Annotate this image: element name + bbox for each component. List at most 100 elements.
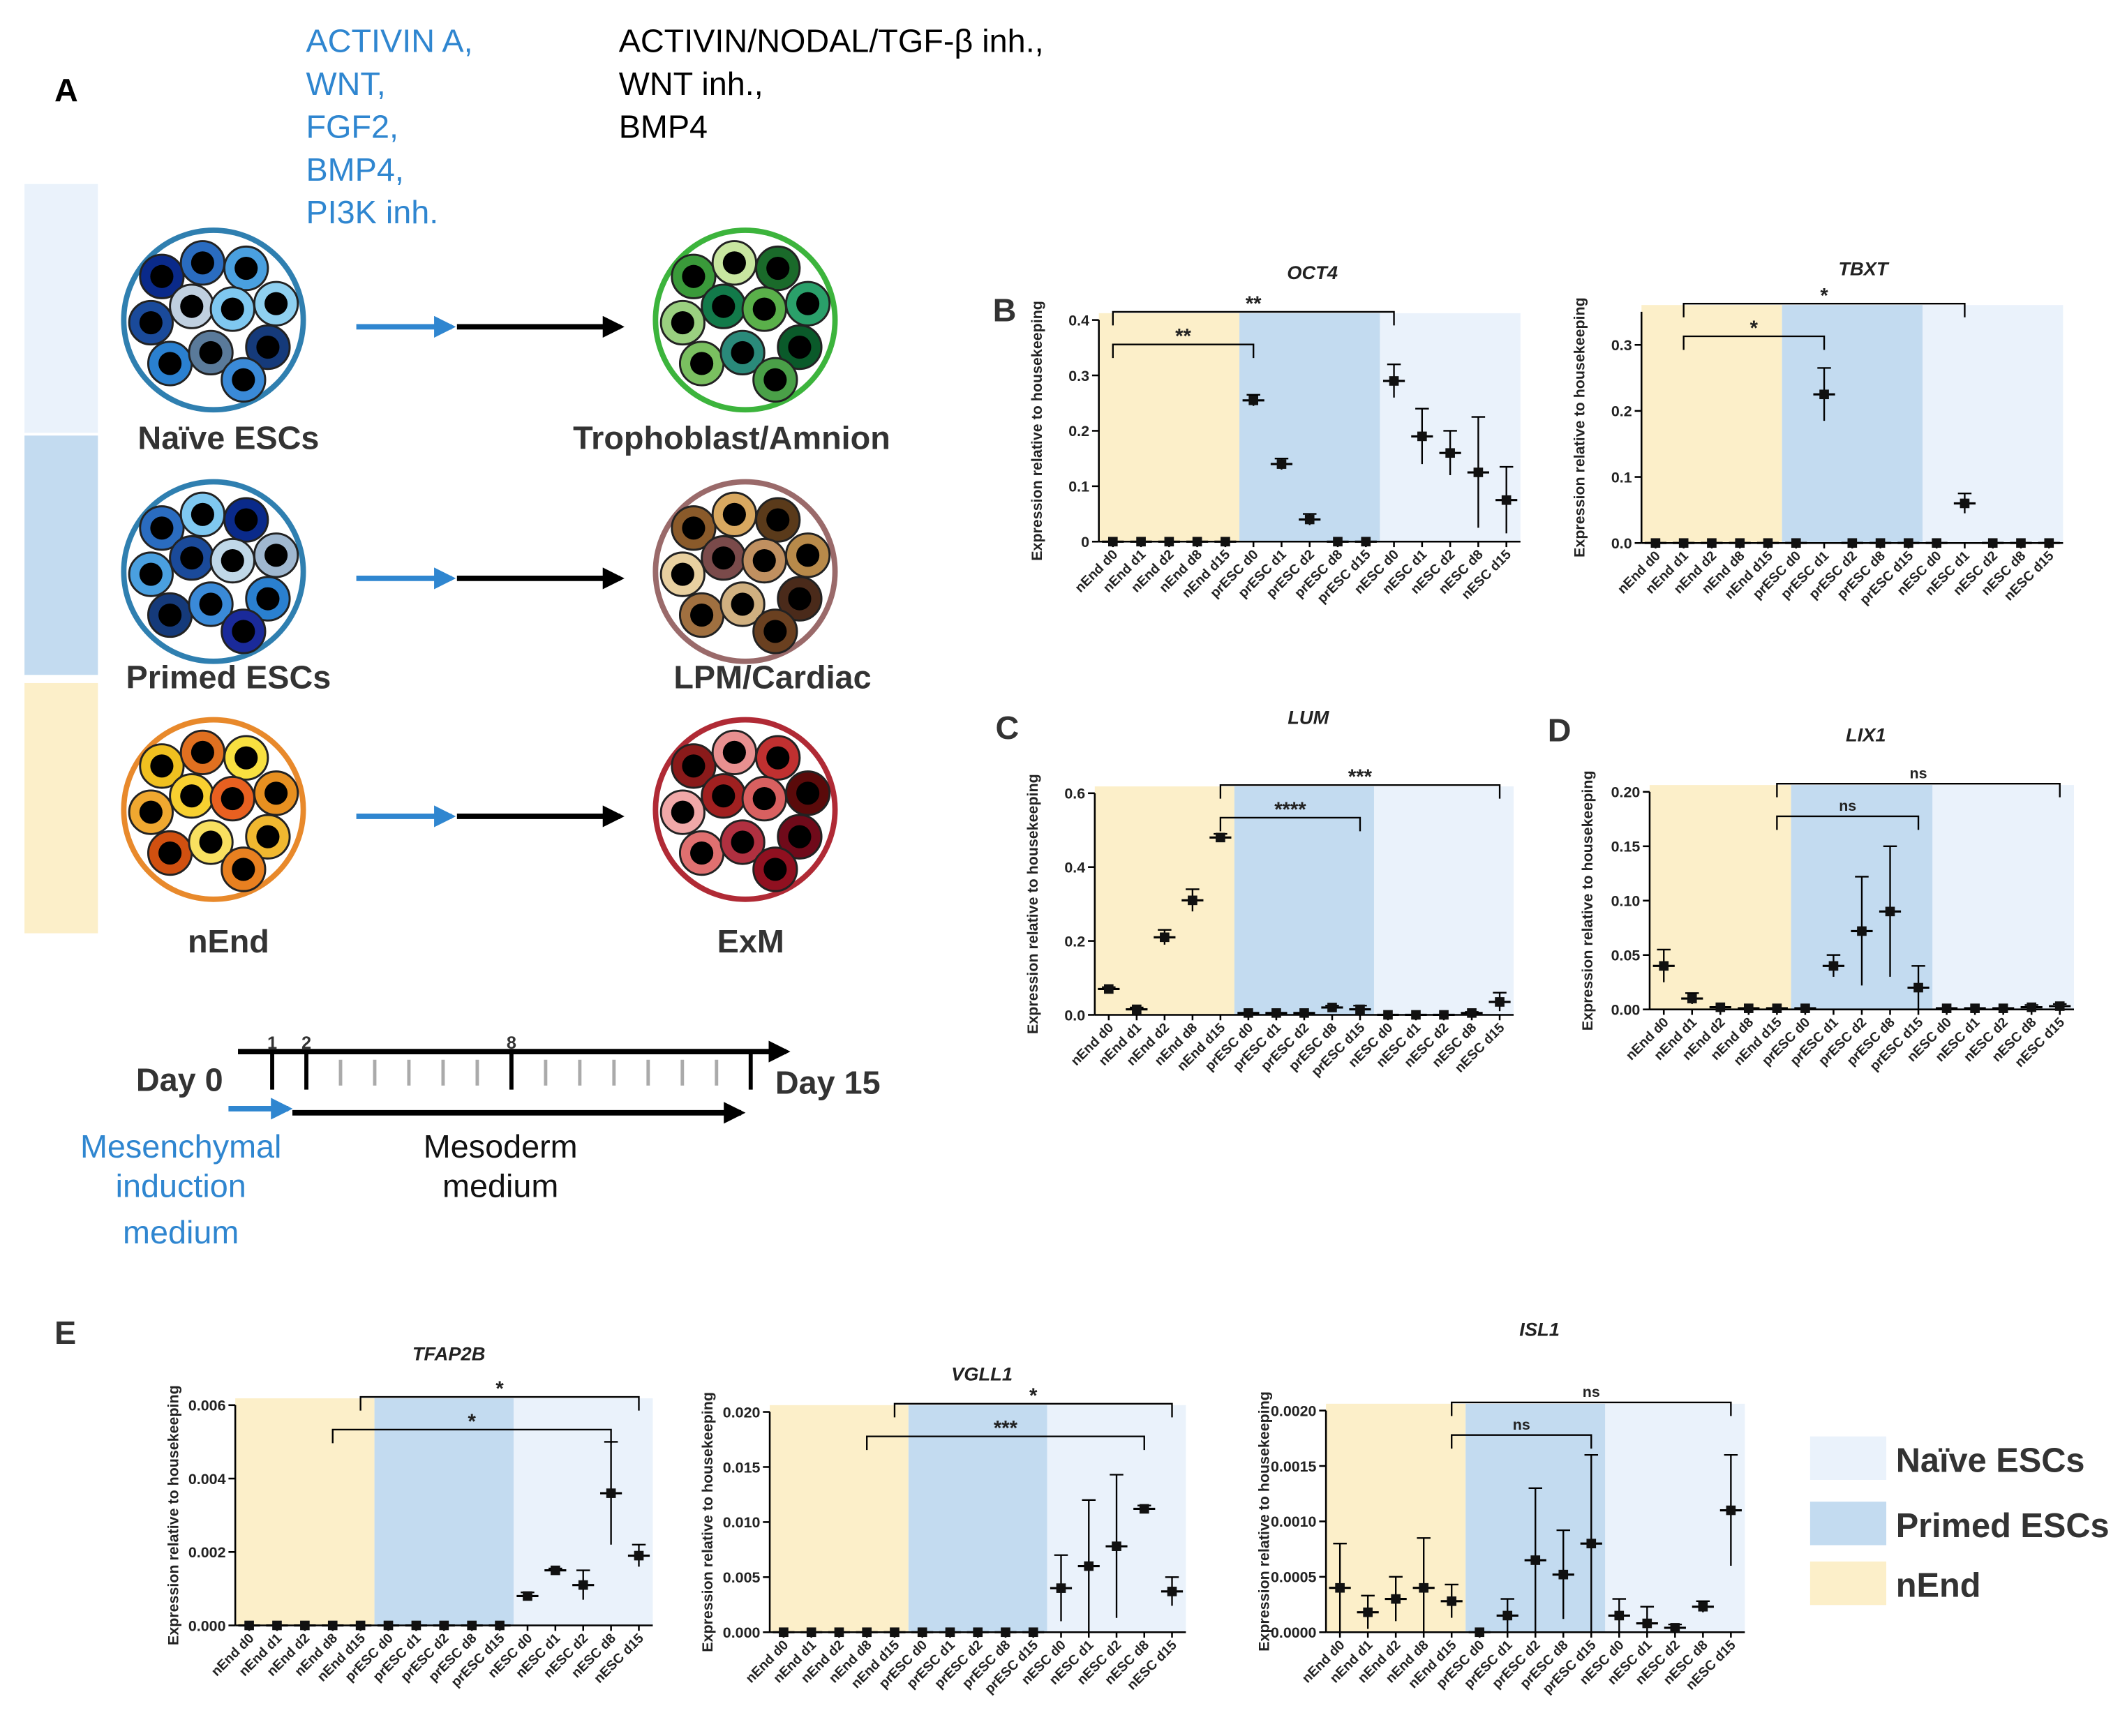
end-label: LPM/Cardiac: [673, 659, 871, 696]
data-point: [1001, 1627, 1010, 1638]
nucleus: [199, 592, 223, 616]
y-tick-label: 0.3: [1068, 368, 1089, 384]
data-point: [1327, 1003, 1337, 1012]
data-point: [917, 1627, 927, 1638]
data-point: [1299, 1008, 1309, 1018]
significance-bracket: [893, 1402, 1173, 1418]
data-point: [1501, 495, 1512, 505]
data-point: [1847, 538, 1858, 548]
nucleus: [763, 620, 787, 643]
significance-label: **: [1175, 326, 1191, 348]
data-point: [1132, 1004, 1142, 1015]
y-tick-label: 0.1: [1611, 469, 1632, 486]
treatment-text: FGF2,: [306, 108, 398, 144]
nucleus: [788, 336, 812, 359]
nucleus: [671, 800, 694, 824]
nucleus: [180, 294, 204, 318]
data-point: [272, 1620, 282, 1631]
data-point: [244, 1620, 254, 1631]
significance-label: ****: [1274, 799, 1306, 821]
nucleus: [158, 603, 182, 627]
nucleus: [199, 341, 223, 364]
data-point: [890, 1627, 900, 1638]
data-point: [1411, 1010, 1421, 1020]
data-point: [1355, 1004, 1365, 1015]
significance-bracket: [1682, 303, 1966, 317]
data-point: [1445, 448, 1455, 458]
y-tick-label: 0.020: [723, 1404, 761, 1421]
data-point: [1276, 459, 1287, 469]
nucleus: [766, 508, 790, 532]
nucleus: [766, 746, 790, 770]
nucleus: [731, 830, 754, 854]
significance-label: *: [1750, 317, 1759, 340]
data-point: [1439, 1010, 1449, 1020]
significance-bracket: [1219, 816, 1361, 832]
data-point: [1188, 895, 1197, 906]
nucleus: [158, 352, 182, 375]
legend-label: Primed ESCs: [1896, 1507, 2110, 1545]
data-point: [1104, 984, 1114, 994]
significance-label: ***: [1348, 766, 1373, 788]
nucleus: [763, 368, 787, 391]
data-point: [1363, 1607, 1373, 1617]
nucleus: [221, 548, 244, 573]
data-point: [1987, 538, 1998, 548]
data-point: [2044, 538, 2054, 548]
group-band: [1649, 785, 1791, 1010]
data-point: [1221, 537, 1230, 547]
chart-title: ISL1: [1519, 1318, 1560, 1340]
y-tick-label: 0.00: [1611, 1001, 1641, 1018]
group-band: [1923, 305, 2063, 544]
nucleus: [158, 841, 182, 865]
group-band: [1239, 313, 1380, 542]
y-tick-label: 0.010: [723, 1514, 761, 1531]
data-point: [1819, 389, 1829, 400]
significance-label: *: [1029, 1385, 1038, 1407]
nucleus: [796, 292, 820, 315]
nucleus: [682, 516, 706, 540]
data-point: [1335, 1582, 1345, 1593]
significance-label: *: [1820, 285, 1828, 307]
data-point: [1467, 1008, 1477, 1018]
treatment-text: ACTIVIN/NODAL/TGF-β inh.,: [619, 23, 1044, 59]
treatment-text: BMP4,: [306, 151, 403, 188]
nucleus: [690, 352, 714, 375]
nucleus: [690, 841, 714, 865]
data-point: [1419, 1582, 1429, 1593]
nucleus: [671, 562, 694, 586]
y-tick-label: 0.15: [1611, 839, 1641, 855]
panel-label: A: [54, 72, 78, 108]
data-point: [1650, 538, 1661, 548]
y-tick-label: 0.002: [188, 1544, 226, 1561]
y-tick-label: 0.0020: [1271, 1402, 1317, 1419]
chart-title: TFAP2B: [412, 1342, 486, 1364]
nucleus: [671, 310, 694, 335]
y-tick-label: 0.4: [1064, 859, 1085, 876]
data-point: [523, 1591, 532, 1601]
data-point: [1800, 1003, 1810, 1013]
data-point: [1960, 498, 1970, 509]
legend-swatch: [1809, 1561, 1887, 1606]
data-point: [327, 1620, 338, 1631]
legend-swatch: [1809, 1436, 1887, 1480]
significance-label: ns: [1513, 1416, 1530, 1433]
data-point: [1502, 1610, 1513, 1621]
data-point: [551, 1565, 560, 1576]
data-point: [1885, 906, 1895, 917]
chart-title: TBXT: [1838, 257, 1890, 279]
data-point: [1475, 1627, 1485, 1638]
data-point: [1383, 1010, 1393, 1020]
nucleus: [712, 294, 736, 318]
data-point: [1970, 1003, 1980, 1013]
nucleus: [682, 264, 706, 288]
y-tick-label: 0.0005: [1271, 1569, 1317, 1586]
data-point: [945, 1627, 955, 1638]
nucleus: [752, 297, 776, 321]
nucleus: [191, 740, 214, 764]
significance-bracket: [359, 1395, 640, 1411]
start-label: Naïve ESCs: [137, 420, 319, 456]
y-tick-label: 0.4: [1068, 312, 1089, 329]
y-tick-label: 0.20: [1611, 784, 1641, 801]
nucleus: [712, 784, 736, 808]
